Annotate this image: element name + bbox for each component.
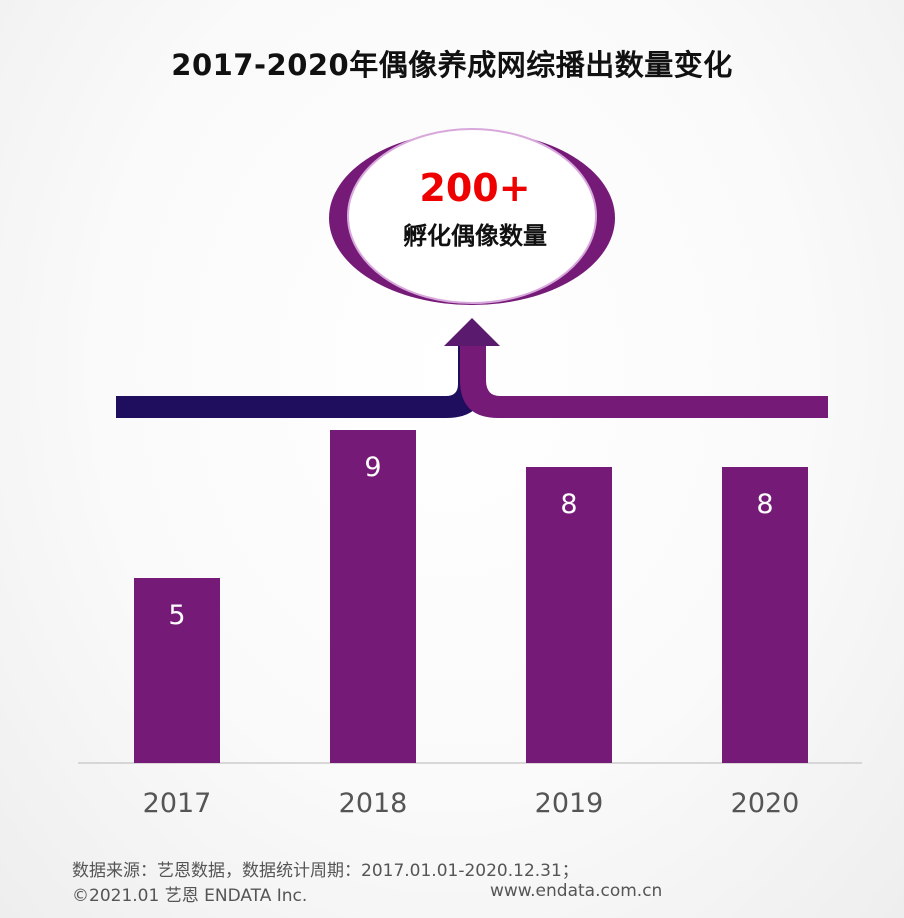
x-tick-label-2020: 2020	[731, 788, 800, 819]
bar-2017	[134, 578, 220, 763]
x-tick-label-2017: 2017	[143, 788, 212, 819]
right-bracket	[460, 346, 828, 418]
data-label-2017: 5	[168, 600, 185, 631]
chart-title: 2017-2020年偶像养成网综播出数量变化	[171, 48, 733, 82]
callout-value: 200+	[419, 166, 531, 210]
source-note: 数据来源：艺恩数据，数据统计周期：2017.01.01-2020.12.31；	[72, 861, 579, 881]
bar-2019	[526, 467, 612, 763]
data-label-2020: 8	[756, 489, 773, 520]
callout-inner-oval	[347, 128, 597, 304]
callout-label: 孵化偶像数量	[403, 222, 547, 250]
left-bracket	[116, 346, 484, 418]
bar-2020	[722, 467, 808, 763]
up-arrow-icon	[444, 318, 500, 346]
x-tick-label-2019: 2019	[535, 788, 604, 819]
website-link[interactable]: www.endata.com.cn	[490, 881, 663, 901]
bar-2018	[330, 430, 416, 763]
data-label-2019: 8	[560, 489, 577, 520]
data-label-2018: 9	[364, 452, 381, 483]
x-tick-label-2018: 2018	[339, 788, 408, 819]
copyright-note: ©2021.01 艺恩 ENDATA Inc.	[72, 886, 308, 906]
